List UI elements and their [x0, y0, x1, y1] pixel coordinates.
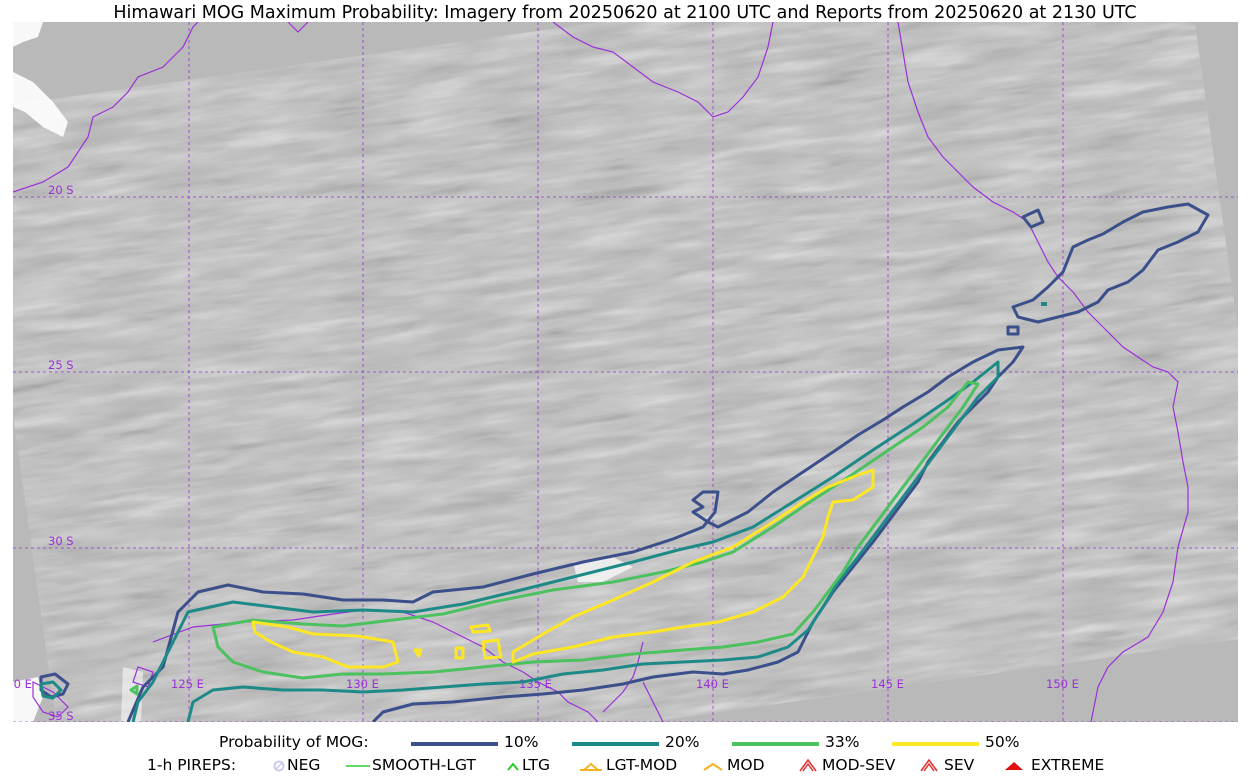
pirep-label-mod: MOD	[727, 756, 765, 774]
chart-title: Himawari MOG Maximum Probability: Imager…	[113, 3, 1137, 23]
probability-legend: Probability of MOG: 10% 20% 33% 50%	[0, 733, 1250, 753]
lat-label-20s: 20 S	[48, 183, 74, 197]
lgt-mod-caret-bar-icon	[580, 762, 602, 771]
lon-label-120e: 120 E	[13, 677, 32, 691]
gridlines	[13, 22, 1238, 722]
probability-legend-title: Probability of MOG:	[219, 733, 369, 751]
lon-label-145e: 145 E	[871, 677, 904, 691]
lat-label-35s: 35 S	[48, 709, 74, 722]
pirep-label-mod-sev: MOD-SEV	[822, 756, 896, 774]
map-panel: 20 S 25 S 30 S 35 S 120 E 125 E 130 E 13…	[13, 22, 1238, 722]
neg-circle-icon	[273, 760, 285, 772]
coastlines	[13, 22, 1189, 722]
pirep-label-lgt-mod: LGT-MOD	[606, 756, 678, 774]
legend-label-33pct: 33%	[825, 733, 860, 751]
pirep-label-smooth-lgt: SMOOTH-LGT	[372, 756, 476, 774]
lon-label-125e: 125 E	[171, 677, 204, 691]
ltg-caret-icon	[507, 762, 519, 771]
lon-label-140e: 140 E	[696, 677, 729, 691]
legend-label-20pct: 20%	[665, 733, 700, 751]
contours-20pct	[39, 302, 1047, 722]
sev-double-caret-icon	[920, 758, 938, 772]
lon-label-150e: 150 E	[1046, 677, 1079, 691]
swatch-50pct	[892, 742, 979, 746]
lat-label-30s: 30 S	[48, 534, 74, 548]
legend-label-10pct: 10%	[504, 733, 539, 751]
legend-label-50pct: 50%	[985, 733, 1020, 751]
pirep-label-neg: NEG	[287, 756, 321, 774]
mod-sev-double-caret-icon	[799, 758, 817, 772]
mod-caret-icon	[703, 762, 723, 771]
pirep-label-ltg: LTG	[522, 756, 550, 774]
swatch-20pct	[572, 742, 659, 746]
smooth-lgt-line-icon	[346, 765, 370, 767]
swatch-33pct	[732, 742, 819, 746]
lat-label-25s: 25 S	[48, 358, 74, 372]
pirep-label-extreme: EXTREME	[1031, 756, 1105, 774]
lon-label-130e: 130 E	[346, 677, 379, 691]
contours-33pct	[129, 380, 980, 696]
pirep-label-sev: SEV	[944, 756, 975, 774]
contours-50pct	[251, 468, 875, 669]
extreme-filled-caret-icon	[1005, 762, 1023, 770]
swatch-10pct	[411, 742, 498, 746]
pireps-legend-title: 1-h PIREPS:	[147, 756, 237, 774]
pireps-legend: 1-h PIREPS: NEG SMOOTH-LGT LTG LGT-MOD M…	[0, 756, 1250, 776]
